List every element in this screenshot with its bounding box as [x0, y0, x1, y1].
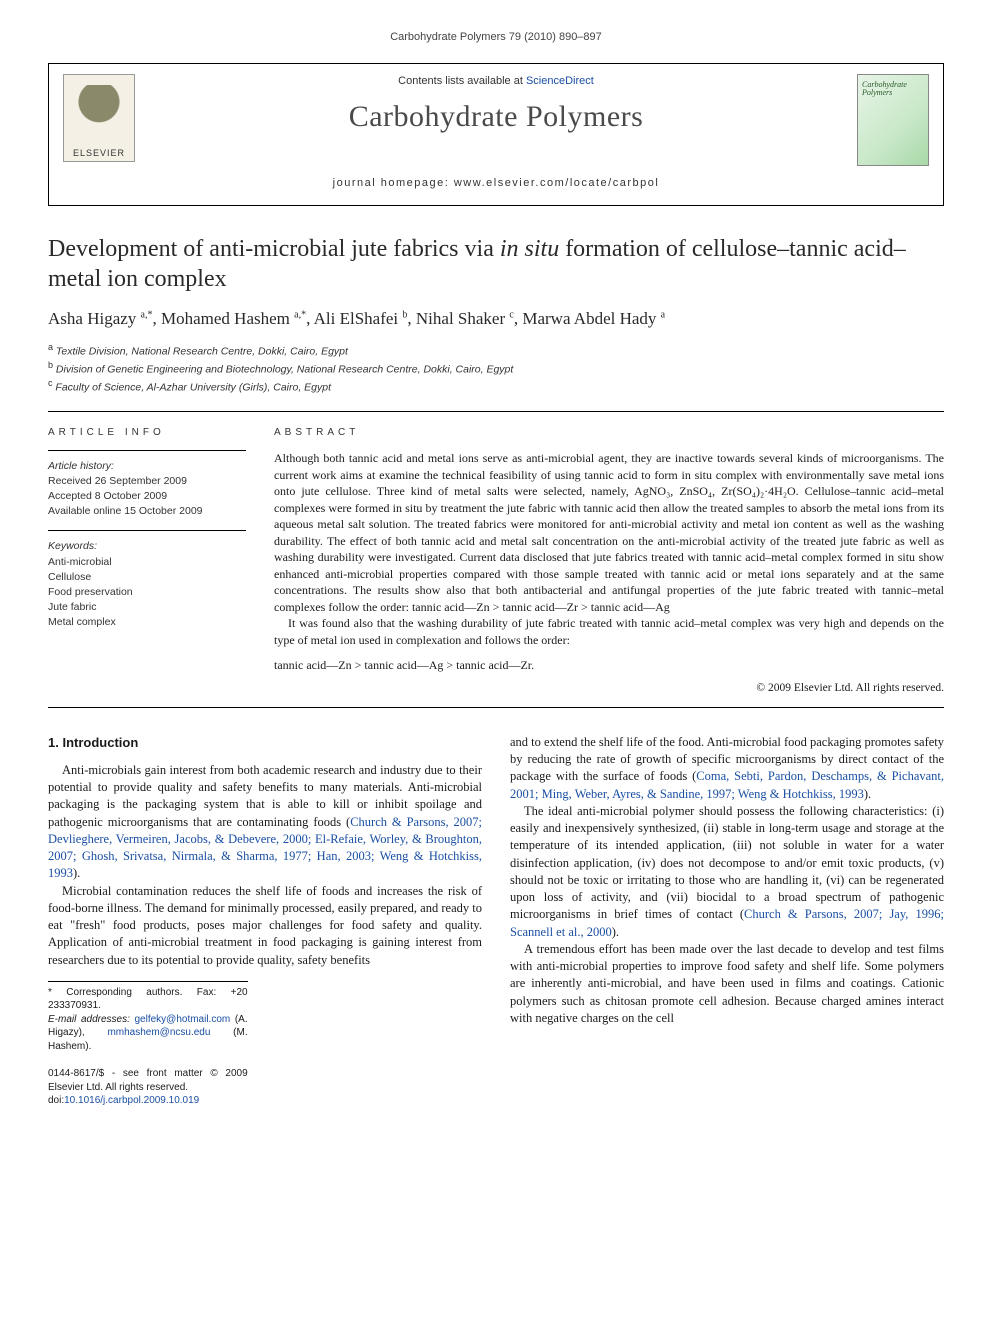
keywords-block: Keywords: Anti-microbial Cellulose Food … — [48, 530, 246, 629]
history-received: Received 26 September 2009 — [48, 474, 246, 488]
abstract-order-formula: tannic acid—Zn > tannic acid—Ag > tannic… — [274, 657, 944, 674]
title-part-a: Development of anti-microbial jute fabri… — [48, 236, 500, 262]
journal-title: Carbohydrate Polymers — [153, 97, 839, 138]
rule-bottom — [48, 707, 944, 708]
intro-p1-b: ). — [73, 866, 80, 880]
article-title: Development of anti-microbial jute fabri… — [48, 234, 944, 294]
email-addresses-line: E-mail addresses: gelfeky@hotmail.com (A… — [48, 1013, 248, 1054]
doi-line: doi:10.1016/j.carbpol.2009.10.019 — [48, 1094, 248, 1108]
abstract-para-1: Although both tannic acid and metal ions… — [274, 450, 944, 615]
history-heading: Article history: — [48, 459, 246, 473]
abstract-para-2: It was found also that the washing durab… — [274, 615, 944, 648]
intro-para-5: A tremendous effort has been made over t… — [510, 941, 944, 1027]
intro-p3-b: ). — [864, 787, 871, 801]
contents-available-line: Contents lists available at ScienceDirec… — [153, 74, 839, 89]
abstract-heading: ABSTRACT — [274, 426, 944, 440]
intro-para-1: Anti-microbials gain interest from both … — [48, 762, 482, 883]
keywords-heading: Keywords: — [48, 539, 246, 553]
journal-masthead: Contents lists available at ScienceDirec… — [48, 63, 944, 206]
title-italic: in situ — [500, 236, 559, 262]
intro-p4-a: The ideal anti-microbial polymer should … — [510, 804, 944, 922]
intro-para-2: Microbial contamination reduces the shel… — [48, 883, 482, 969]
running-header: Carbohydrate Polymers 79 (2010) 890–897 — [48, 30, 944, 45]
keyword: Cellulose — [48, 570, 246, 584]
doi-link[interactable]: 10.1016/j.carbpol.2009.10.019 — [64, 1095, 199, 1106]
doi-label: doi: — [48, 1095, 64, 1106]
email-label: E-mail addresses: — [48, 1014, 134, 1025]
sciencedirect-link[interactable]: ScienceDirect — [526, 75, 594, 87]
journal-homepage-line: journal homepage: www.elsevier.com/locat… — [49, 166, 943, 205]
contents-prefix: Contents lists available at — [398, 75, 526, 87]
affiliations: a Textile Division, National Research Ce… — [48, 341, 944, 396]
journal-cover-thumbnail — [857, 74, 929, 166]
history-online: Available online 15 October 2009 — [48, 504, 246, 518]
front-matter-line: 0144-8617/$ - see front matter © 2009 El… — [48, 1067, 248, 1094]
corresponding-author-note: * Corresponding authors. Fax: +20 233370… — [48, 986, 248, 1013]
footnotes-block: * Corresponding authors. Fax: +20 233370… — [48, 981, 248, 1054]
abstract-section: ABSTRACT Although both tannic acid and m… — [274, 426, 944, 697]
keyword: Anti-microbial — [48, 555, 246, 569]
keyword: Metal complex — [48, 615, 246, 629]
keyword: Jute fabric — [48, 600, 246, 614]
article-history-block: Article history: Received 26 September 2… — [48, 450, 246, 519]
history-accepted: Accepted 8 October 2009 — [48, 489, 246, 503]
intro-p4-b: ). — [612, 925, 619, 939]
authors-line: Asha Higazy a,*, Mohamed Hashem a,*, Ali… — [48, 308, 944, 331]
keyword: Food preservation — [48, 585, 246, 599]
section-heading-intro: 1. Introduction — [48, 734, 482, 752]
email-link-1[interactable]: gelfeky@hotmail.com — [134, 1014, 230, 1025]
intro-para-4: The ideal anti-microbial polymer should … — [510, 803, 944, 941]
body-two-column: 1. Introduction Anti-microbials gain int… — [48, 734, 944, 1108]
intro-para-3: and to extend the shelf life of the food… — [510, 734, 944, 803]
email-link-2[interactable]: mmhashem@ncsu.edu — [107, 1027, 210, 1038]
front-matter-block: 0144-8617/$ - see front matter © 2009 El… — [48, 1067, 248, 1108]
article-info-sidebar: ARTICLE INFO Article history: Received 2… — [48, 426, 246, 697]
elsevier-logo — [63, 74, 135, 162]
article-info-heading: ARTICLE INFO — [48, 426, 246, 440]
abstract-copyright: © 2009 Elsevier Ltd. All rights reserved… — [274, 681, 944, 697]
